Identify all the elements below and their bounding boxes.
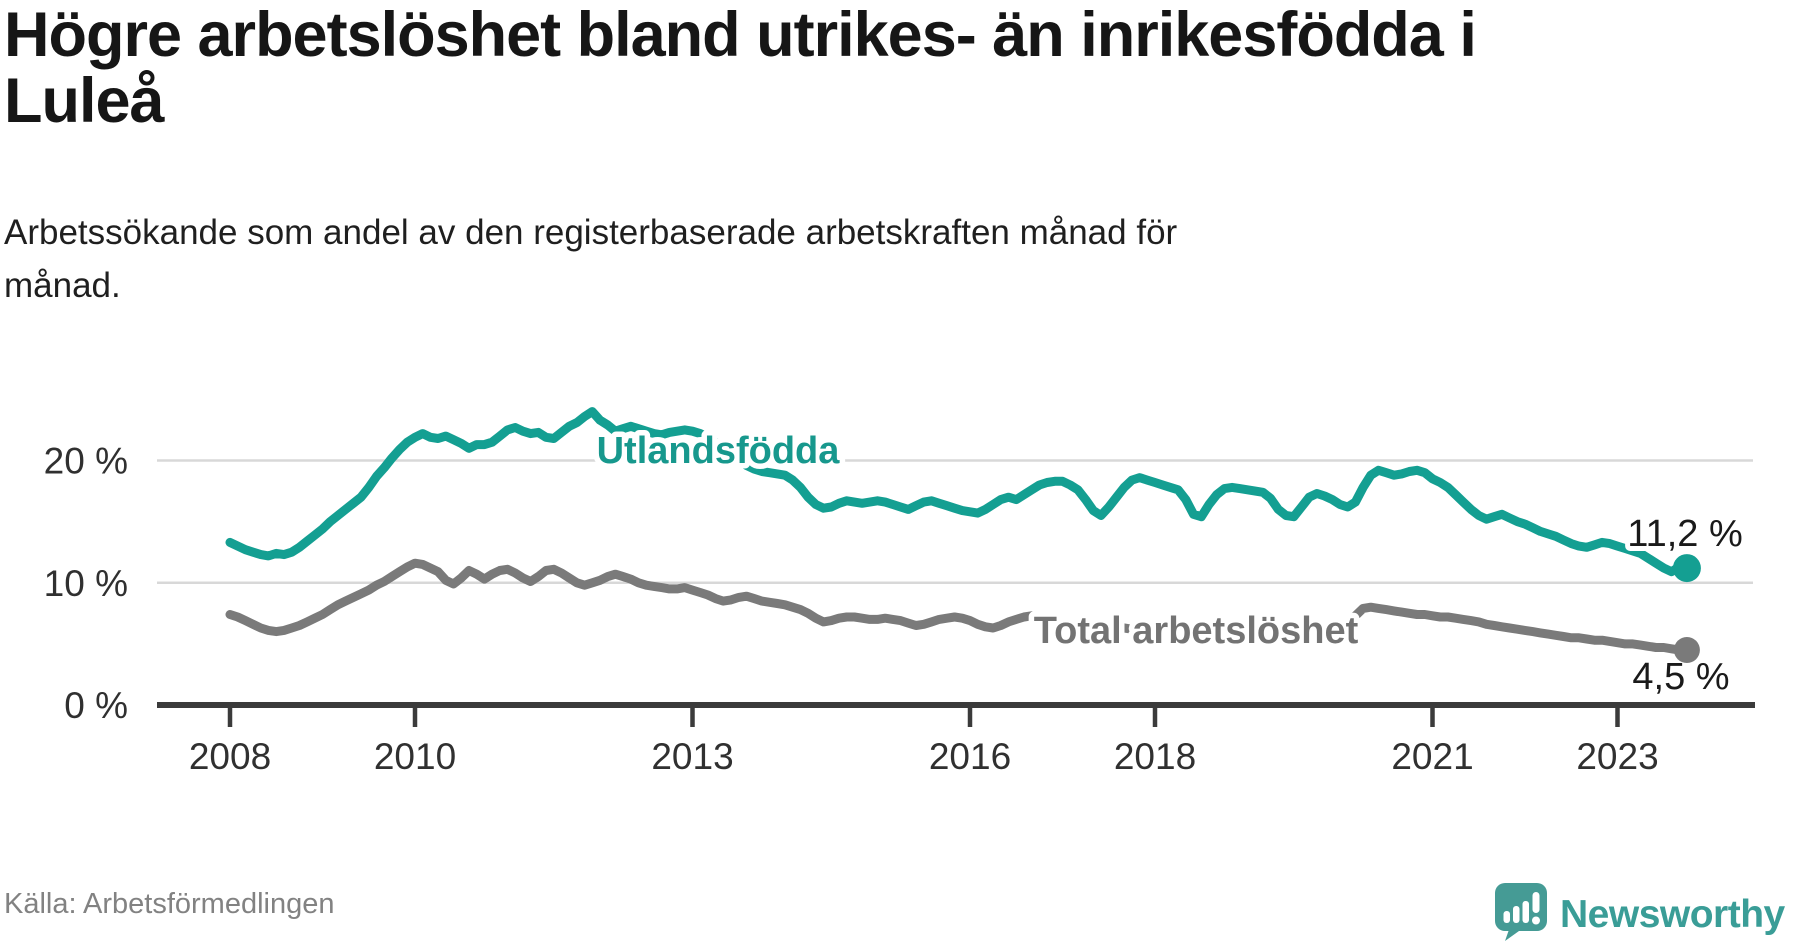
x-tick-label-2010: 2010 (374, 736, 456, 777)
series-label-utlandsfodda: Utlandsfödda (597, 430, 841, 472)
series-label-total: Total arbetslöshet (1034, 610, 1359, 652)
newsworthy-wordmark: Newsworthy (1560, 892, 1785, 936)
end-value-label-total: 4,5 % (1632, 656, 1729, 698)
x-tick-label-2016: 2016 (929, 736, 1011, 777)
series-line-utlandsfodda (225, 407, 1692, 577)
y-tick-label-20: 20 % (44, 441, 128, 482)
brand-footer: Newsworthy (1494, 882, 1785, 947)
x-tick-label-2023: 2023 (1576, 736, 1658, 777)
y-tick-label-10: 10 % (44, 563, 128, 604)
x-tick-label-2008: 2008 (189, 736, 271, 777)
series-line-total (225, 558, 1692, 655)
x-tick-label-2018: 2018 (1114, 736, 1196, 777)
line-chart: Utlandsfödda Total arbetslöshet 2008 2010 20… (44, 407, 1755, 777)
x-tick-label-2021: 2021 (1391, 736, 1473, 777)
source-note: Källa: Arbetsförmedlingen (4, 888, 335, 920)
end-dot-total (1673, 637, 1700, 663)
end-value-label-utlandsfodda: 11,2 % (1627, 513, 1742, 555)
newsworthy-logo-icon (1494, 882, 1548, 947)
page-subtitle: Arbetssökande som andel av den registerb… (4, 213, 1178, 305)
y-tick-label-0: 0 % (64, 685, 128, 726)
page-title: Högre arbetslöshet bland utrikes- än inr… (4, 0, 1477, 137)
end-dot-utlandsfodda (1672, 554, 1701, 583)
x-tick-label-2013: 2013 (651, 736, 733, 777)
